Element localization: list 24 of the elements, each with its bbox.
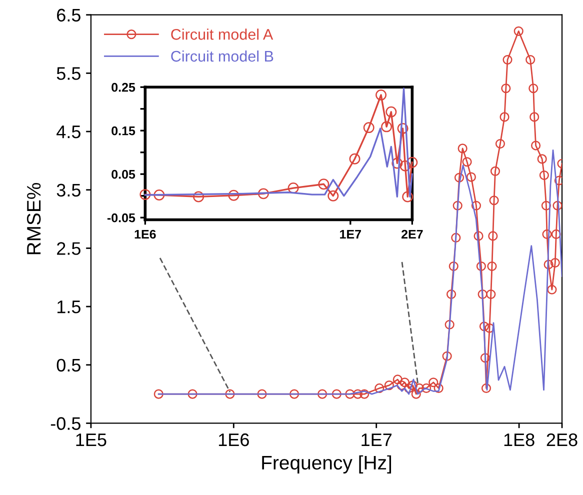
y-tick-label: 4.5 [56, 126, 80, 138]
x-tick-label: 2E8 [546, 433, 578, 446]
y-tick-label: 6.5 [57, 8, 80, 22]
y-tick-label: 2.5 [57, 242, 80, 255]
y-tick-label: 0.25 [112, 82, 136, 92]
y-tick-label: 0.05 [112, 170, 136, 179]
x-tick-label: 2E7 [401, 230, 423, 239]
y-tick-label: -0.5 [50, 417, 80, 430]
y-tick-label: 1.5 [58, 300, 80, 314]
x-tick-label: 1E7 [362, 434, 392, 446]
x-tick-label: 1E6 [134, 230, 156, 239]
x-tick-label: 1E6 [218, 433, 249, 446]
x-tick-label: 1E7 [340, 230, 361, 239]
y-tick-label: 5.5 [56, 67, 80, 80]
x-axis-title: Frequency [Hz] [262, 455, 392, 474]
y-tick-label: 0.15 [112, 126, 136, 136]
y-tick-label: 0.5 [56, 358, 80, 372]
legend-label: Circuit model B [171, 50, 274, 62]
y-axis-title: RMSE% [26, 182, 41, 254]
y-tick-label: -0.05 [107, 213, 136, 222]
legend-label: Circuit model A [171, 28, 274, 40]
x-tick-label: 1E8 [504, 433, 534, 446]
x-tick-label: 1E5 [76, 434, 106, 446]
y-tick-label: 3.5 [56, 184, 80, 197]
